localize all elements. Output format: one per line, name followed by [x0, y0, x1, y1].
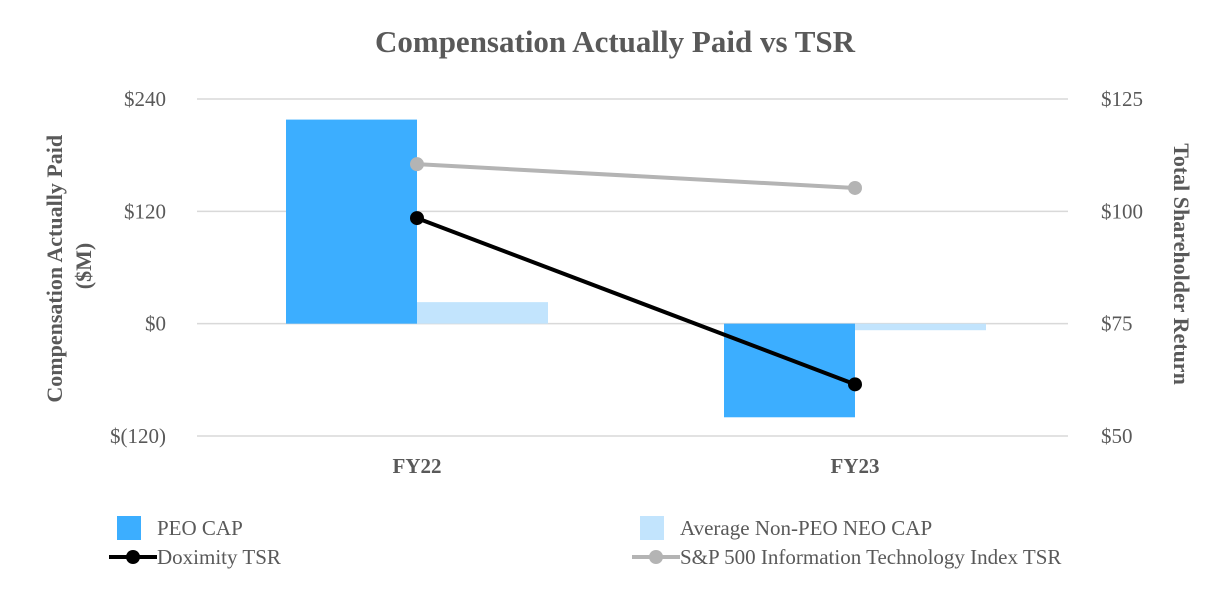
- legend-swatch-marker: [649, 550, 663, 564]
- left-tick-label: $0: [145, 312, 166, 336]
- right-tick-label: $50: [1101, 424, 1133, 448]
- legend: PEO CAP Average Non-PEO NEO CAP Doximity T…: [109, 516, 1061, 569]
- right-axis-title: Total Shareholder Return: [1169, 143, 1194, 385]
- line-doximity-tsr: [416, 216, 856, 387]
- right-tick-label: $75: [1101, 312, 1133, 336]
- legend-label: S&P 500 Information Technology Index TSR: [680, 545, 1061, 569]
- category-label-fy22: FY22: [393, 454, 442, 478]
- left-axis-title-line-1: Compensation Actually Paid: [42, 135, 67, 403]
- point-s-p-500-information-technology-index-tsr-fy23: [848, 180, 862, 195]
- right-tick-label: $125: [1101, 87, 1143, 111]
- bar-peo-cap-fy22: [286, 119, 417, 324]
- bar-average-non-peo-neo-cap-fy22: [417, 302, 548, 324]
- left-axis-title: Compensation Actually Paid ($M): [42, 129, 96, 402]
- right-axis-ticks: $125 $100 $75 $50: [1101, 87, 1143, 448]
- legend-label: Average Non-PEO NEO CAP: [680, 516, 932, 540]
- chart-title: Compensation Actually Paid vs TSR: [375, 24, 856, 59]
- legend-item-doximity-tsr: Doximity TSR: [109, 545, 281, 569]
- legend-item-average-non-peo-neo-cap: Average Non-PEO NEO CAP: [640, 516, 932, 540]
- point-s-p-500-information-technology-index-tsr-fy22: [410, 157, 424, 172]
- left-tick-label: $240: [124, 87, 166, 111]
- point-doximity-tsr-fy22: [410, 211, 424, 226]
- line-s-p-500-information-technology-index-tsr: [416, 162, 856, 190]
- legend-swatch: [640, 516, 664, 540]
- bars: [286, 119, 986, 418]
- legend-label: PEO CAP: [157, 516, 243, 540]
- legend-label: Doximity TSR: [157, 545, 281, 569]
- left-axis-ticks: $240 $120 $0 $(120): [110, 87, 166, 448]
- category-labels: FY22 FY23: [393, 454, 880, 478]
- category-label-fy23: FY23: [831, 454, 880, 478]
- left-tick-label: $(120): [110, 424, 166, 448]
- left-tick-label: $120: [124, 199, 166, 223]
- legend-swatch-marker: [126, 550, 140, 564]
- bar-peo-cap-fy23: [724, 323, 855, 418]
- bar-average-non-peo-neo-cap-fy23: [855, 323, 986, 331]
- legend-item-peo-cap: PEO CAP: [117, 516, 243, 540]
- point-doximity-tsr-fy23: [848, 377, 862, 392]
- legend-swatch: [117, 516, 141, 540]
- left-axis-title-line-2: ($M): [71, 243, 96, 289]
- legend-item-s-p-500-information-technology-index-tsr: S&P 500 Information Technology Index TSR: [632, 545, 1061, 569]
- right-tick-label: $100: [1101, 199, 1143, 223]
- lines: [410, 157, 862, 392]
